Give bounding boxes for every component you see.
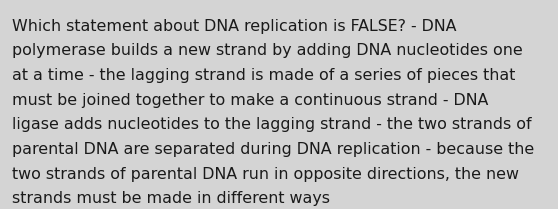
Text: at a time - the lagging strand is made of a series of pieces that: at a time - the lagging strand is made o… bbox=[12, 68, 516, 83]
Text: parental DNA are separated during DNA replication - because the: parental DNA are separated during DNA re… bbox=[12, 142, 535, 157]
Text: two strands of parental DNA run in opposite directions, the new: two strands of parental DNA run in oppos… bbox=[12, 167, 519, 182]
Text: polymerase builds a new strand by adding DNA nucleotides one: polymerase builds a new strand by adding… bbox=[12, 43, 523, 59]
Text: ligase adds nucleotides to the lagging strand - the two strands of: ligase adds nucleotides to the lagging s… bbox=[12, 117, 532, 133]
Text: must be joined together to make a continuous strand - DNA: must be joined together to make a contin… bbox=[12, 93, 489, 108]
Text: Which statement about DNA replication is FALSE? - DNA: Which statement about DNA replication is… bbox=[12, 19, 457, 34]
Text: strands must be made in different ways: strands must be made in different ways bbox=[12, 191, 330, 206]
